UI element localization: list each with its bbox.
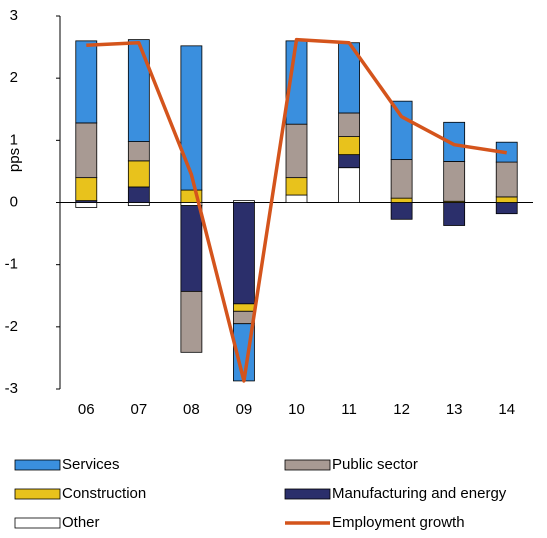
bar (75, 202, 98, 208)
y-tick-label: 3 (10, 7, 18, 24)
bar (443, 161, 466, 202)
y-tick-label: 1 (10, 131, 18, 148)
y-axis-label: pps (6, 148, 23, 172)
bar (233, 303, 255, 312)
legend-label: Construction (62, 485, 146, 502)
bar (495, 196, 518, 203)
legend-swatch (284, 459, 331, 471)
y-tick-label: -2 (5, 318, 18, 335)
bar (285, 194, 308, 203)
legend-label: Manufacturing and energy (332, 485, 507, 502)
bar (338, 112, 360, 138)
bar (390, 197, 413, 203)
x-tick-label: 09 (236, 401, 253, 418)
x-tick-label: 14 (498, 401, 515, 418)
bar (338, 136, 360, 156)
bar (390, 202, 413, 220)
bar (75, 40, 98, 124)
x-tick-label: 12 (393, 401, 410, 418)
y-tick-label: -1 (5, 256, 18, 273)
x-tick-label: 06 (78, 401, 95, 418)
legend-swatch (14, 459, 61, 471)
legend-swatch (284, 488, 331, 500)
bar (443, 121, 466, 162)
legend-swatch (14, 488, 61, 500)
line (86, 37, 507, 383)
x-tick-label: 07 (130, 401, 147, 418)
bar (285, 177, 308, 196)
y-tick-label: 2 (10, 69, 18, 86)
y-tick-label: 0 (10, 193, 18, 210)
bar (75, 122, 98, 179)
bar (127, 141, 150, 162)
bar (127, 186, 150, 203)
bar (75, 177, 98, 202)
bar (390, 100, 413, 161)
x-tick-label: 11 (341, 401, 357, 418)
bar (338, 154, 360, 169)
bar (180, 205, 203, 292)
x-tick-label: 13 (446, 401, 463, 418)
bar (180, 45, 203, 191)
legend-label: Other (62, 514, 100, 531)
bar (338, 167, 360, 203)
bar (443, 202, 466, 226)
legend-swatch (14, 517, 61, 529)
bar (127, 202, 150, 207)
bar (285, 123, 308, 179)
y-tick-label: -3 (5, 380, 18, 397)
bar (233, 202, 255, 305)
bar (495, 202, 518, 215)
bar (390, 159, 413, 199)
x-tick-label: 08 (183, 401, 200, 418)
bar (180, 290, 203, 353)
bar (127, 160, 150, 188)
legend-label: Public sector (332, 456, 418, 473)
x-tick-label: 10 (288, 401, 305, 418)
bar (495, 161, 518, 198)
legend-label: Services (62, 456, 120, 473)
legend-label: Employment growth (332, 514, 465, 531)
bar (127, 39, 150, 142)
